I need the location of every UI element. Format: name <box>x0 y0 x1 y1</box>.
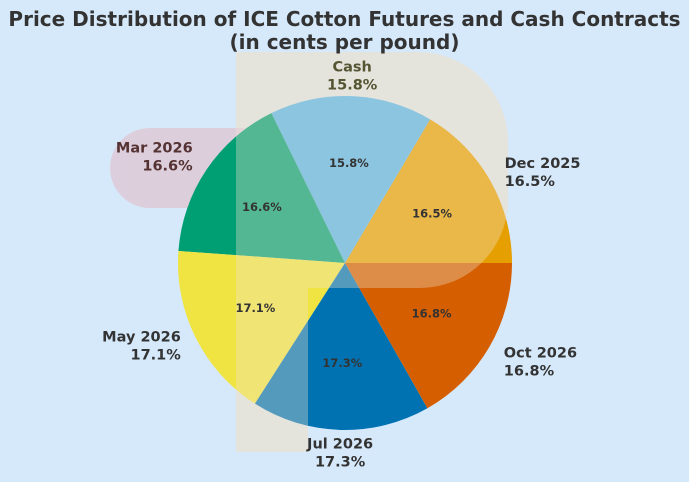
pie-slice-mar-2026 <box>178 113 345 263</box>
slice-percent-label-may-2026: 17.1% <box>235 301 275 315</box>
pie-slice-oct-2026 <box>345 263 512 409</box>
chart-title-line1: Price Distribution of ICE Cotton Futures… <box>8 7 680 31</box>
pie-slice-jul-2026 <box>254 263 428 430</box>
pie-slice-may-2026 <box>177 250 345 404</box>
outer-labels: Dec 2025 16.5% Cash 15.8% Mar 2026 16.6% May 2… <box>102 59 580 470</box>
slice-label-may-2026: May 2026 17.1% <box>102 329 181 363</box>
slice-percent-label-cash: 15.8% <box>329 156 369 170</box>
slice-percent-label-dec-2025: 16.5% <box>412 206 452 220</box>
slice-percent-label-oct-2026: 16.8% <box>412 306 452 320</box>
slice-percent-label-mar-2026: 16.6% <box>242 200 282 214</box>
chart-title-line2: (in cents per pound) <box>230 30 460 54</box>
pie-slices <box>177 95 512 430</box>
watermark-overlay-shape <box>236 52 508 452</box>
pie-slice-cash <box>271 95 431 263</box>
pie-slice-dec-2025 <box>345 119 512 263</box>
slice-label-mar-2026: Mar 2026 16.6% <box>116 140 193 174</box>
slice-label-oct-2026: Oct 2026 16.8% <box>504 345 577 379</box>
watermark-overlay <box>236 52 508 452</box>
slice-label-cash: Cash 15.8% <box>327 59 378 93</box>
inner-labels: 16.5% 15.8% 16.6% 17.1% 17.3% 16.8% <box>235 156 452 370</box>
slice-percent-label-jul-2026: 17.3% <box>322 356 362 370</box>
slice-label-dec-2025: Dec 2025 16.5% <box>505 156 581 190</box>
slice-label-jul-2026: Jul 2026 17.3% <box>306 437 373 471</box>
